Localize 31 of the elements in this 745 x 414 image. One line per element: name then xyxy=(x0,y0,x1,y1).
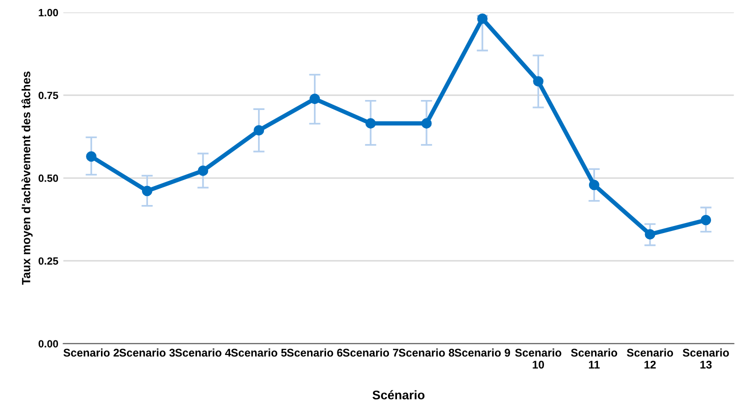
point xyxy=(86,151,96,162)
x-axis-title: Scénario xyxy=(372,390,424,400)
x-tick-label: Scenario 8 xyxy=(398,348,454,357)
x-tick-label: Scenario 10 xyxy=(515,348,562,369)
point xyxy=(421,118,432,129)
point xyxy=(365,118,376,129)
point xyxy=(198,166,208,176)
y-tick-label: 0.00 xyxy=(38,340,58,348)
point xyxy=(644,229,656,240)
x-tick-label: Scenario 4 xyxy=(175,348,232,357)
point xyxy=(533,76,544,87)
y-tick-label: 1.00 xyxy=(38,8,58,16)
x-tick-label: Scenario 12 xyxy=(626,348,674,368)
y-tick-label: 0.75 xyxy=(38,92,58,100)
point xyxy=(700,214,712,226)
x-tick-label: Scenario 9 xyxy=(454,348,510,357)
x-tick-label: Scenario 11 xyxy=(570,348,618,368)
point xyxy=(588,180,600,190)
x-tick-label: Scenario 13 xyxy=(682,348,729,369)
x-tick-label: Scenario 2 xyxy=(63,348,119,357)
y-tick-label: 0.50 xyxy=(38,174,58,182)
y-tick-label: 0.25 xyxy=(38,257,58,265)
x-tick-label: Scenario 7 xyxy=(342,348,398,357)
x-tick-label: Scenario 5 xyxy=(231,348,287,357)
point xyxy=(254,125,264,136)
point xyxy=(142,186,152,196)
point xyxy=(310,94,320,104)
y-axis-title: Taux moyen d'achèvement des tâches xyxy=(21,72,33,285)
x-tick-label: Scenario 3 xyxy=(119,348,175,357)
x-tick-label: Scenario 6 xyxy=(286,348,342,357)
point xyxy=(477,14,488,24)
